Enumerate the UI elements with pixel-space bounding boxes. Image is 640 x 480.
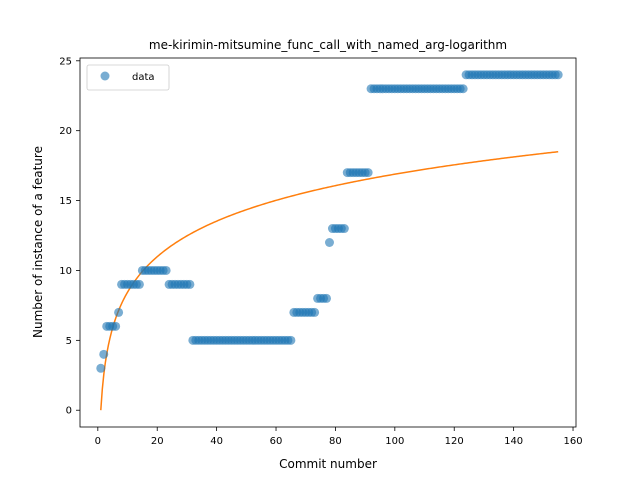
data-point <box>161 265 171 275</box>
legend-box <box>86 64 170 91</box>
y-tick-label: 5 <box>66 336 72 347</box>
data-point <box>99 349 109 359</box>
x-tick-label: 40 <box>210 436 223 447</box>
data-point <box>114 307 124 317</box>
chart-title: me-kirimin-mitsumine_func_call_with_name… <box>149 38 507 52</box>
data-point <box>310 307 320 317</box>
legend: data <box>86 64 170 91</box>
data-point <box>286 335 296 345</box>
x-tick-label: 60 <box>270 436 283 447</box>
x-tick-label: 120 <box>445 436 464 447</box>
data-point <box>111 321 121 331</box>
x-axis-label: Commit number <box>279 457 377 471</box>
y-tick-label: 25 <box>59 56 72 67</box>
data-point <box>363 168 373 178</box>
y-tick-label: 0 <box>66 406 72 417</box>
data-point <box>96 363 106 373</box>
fit-layer <box>100 150 559 411</box>
axes-frame <box>79 57 577 428</box>
y-tick-label: 20 <box>59 126 72 137</box>
fit-line <box>100 150 559 411</box>
data-point <box>553 70 563 80</box>
data-point <box>324 238 334 247</box>
y-tick-label: 10 <box>59 266 72 277</box>
x-tick-label: 160 <box>563 436 582 447</box>
x-tick-label: 80 <box>329 436 342 447</box>
data-point <box>339 224 349 234</box>
x-tick-label: 140 <box>504 436 523 447</box>
points-layer <box>96 70 563 373</box>
x-axis-ticks: 0 20 40 60 80 100 120 140 160 <box>95 427 583 447</box>
x-tick-label: 0 <box>95 436 101 447</box>
legend-marker <box>100 71 110 81</box>
data-point <box>185 279 195 289</box>
x-tick-label: 100 <box>385 436 404 447</box>
data-point <box>322 293 332 303</box>
legend-label-data: data <box>132 72 155 83</box>
y-tick-label: 15 <box>59 196 72 207</box>
x-tick-label: 20 <box>151 436 164 447</box>
data-point <box>134 279 144 289</box>
data-point <box>458 84 468 94</box>
y-axis-label: Number of instance of a feature <box>31 146 45 338</box>
y-axis-ticks: 0 5 10 15 20 25 <box>59 56 80 417</box>
